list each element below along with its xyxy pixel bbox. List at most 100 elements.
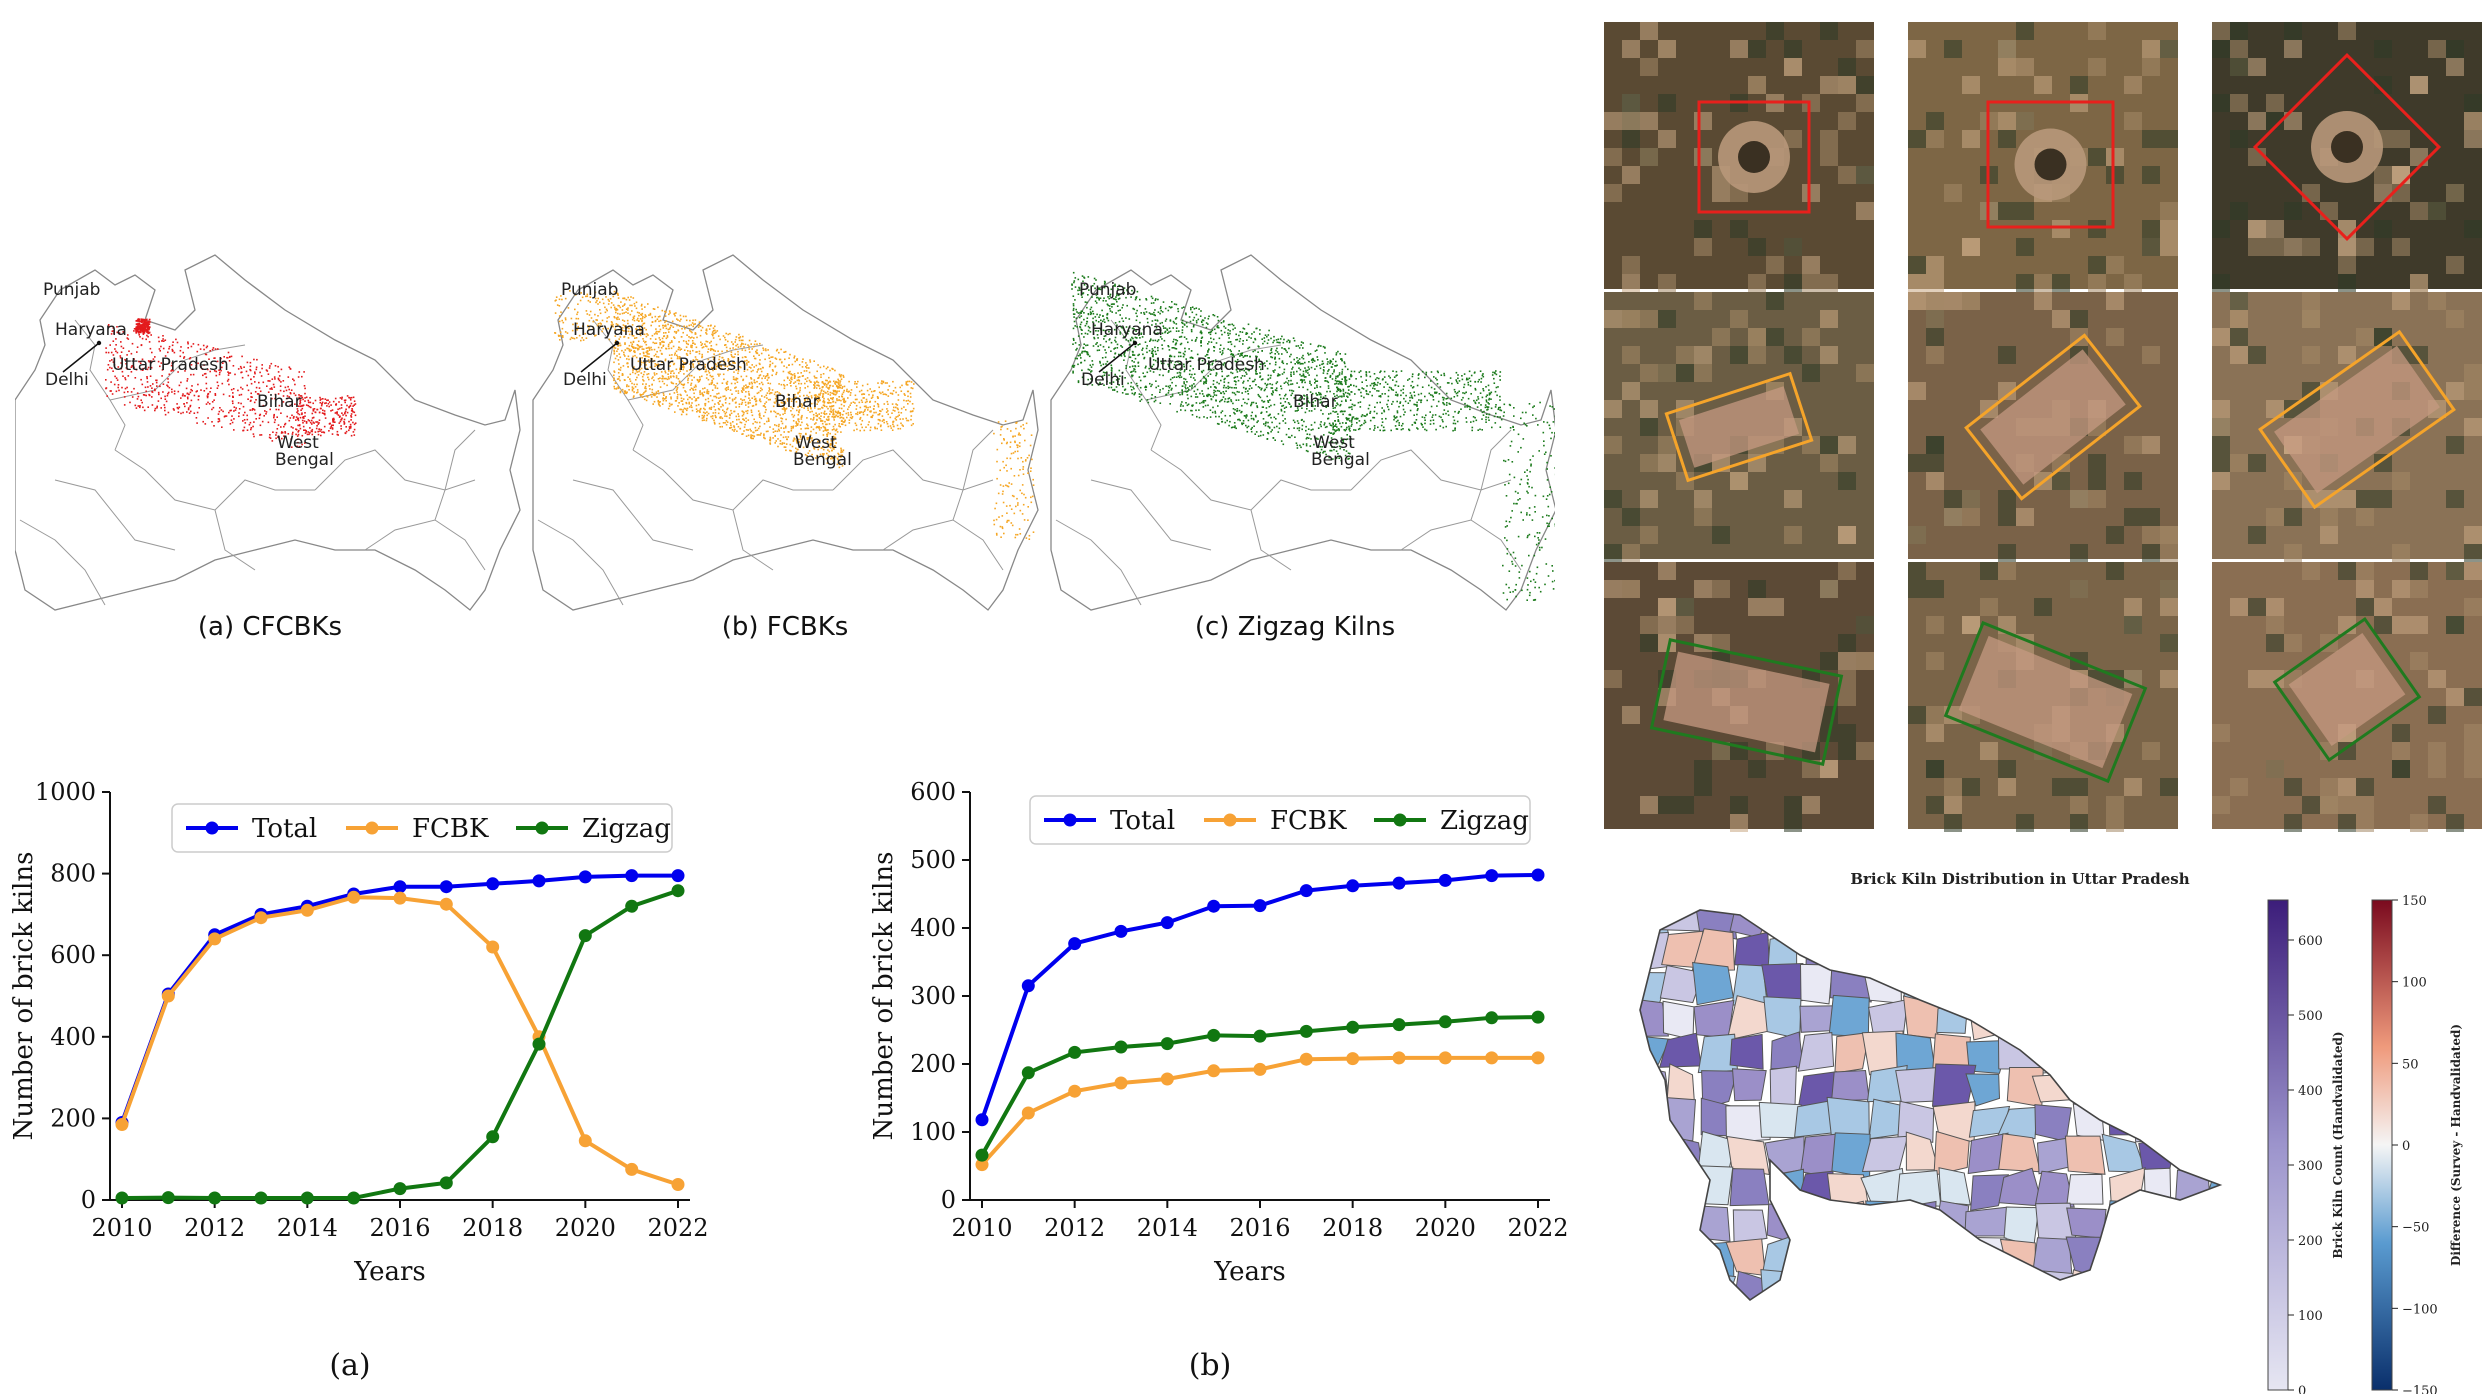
difference-tick: −150 [2402,1384,2438,1394]
y-tick-label: 0 [81,1186,96,1214]
data-point-total [533,874,546,887]
data-point-total [1161,916,1174,929]
data-point-zigzag [976,1149,989,1162]
data-point-fcbk [301,904,314,917]
data-point-fcbk [625,1163,638,1176]
chart-caption-b: (b) [1160,1348,1260,1383]
data-point-total [672,869,685,882]
delhi-pointer [581,343,617,372]
data-point-total [1207,900,1220,913]
data-point-zigzag [208,1192,221,1205]
legend-label-total: Total [252,814,317,844]
map-label-punjab: Punjab [43,280,100,300]
difference-tick: 0 [2402,1139,2410,1154]
data-point-fcbk [1115,1077,1128,1090]
y-tick-label: 300 [910,982,956,1010]
data-point-total [1068,937,1081,950]
map-label-haryana: Haryana [1091,320,1163,340]
map-label-haryana: Haryana [573,320,645,340]
data-point-fcbk [579,1134,592,1147]
data-point-zigzag [1393,1018,1406,1031]
x-tick-label: 2020 [555,1214,616,1242]
satellite-tile-zigzag-1 [1604,562,1874,832]
data-point-zigzag [1346,1021,1359,1034]
difference-colorbar-label: Difference (Survey - Handvalidated) [2449,1024,2463,1266]
choropleth-title: Brick Kiln Distribution in Uttar Pradesh [1850,870,2189,888]
count-tick: 100 [2298,1309,2323,1324]
choropleth-panel: Brick Kiln Distribution in Uttar Pradesh… [1620,860,2488,1394]
legend-label-total: Total [1110,806,1175,836]
data-point-zigzag [1439,1015,1452,1028]
legend-label-fcbk: FCBK [1270,806,1347,836]
data-point-zigzag [1300,1025,1313,1038]
data-point-fcbk [208,932,221,945]
x-tick-label: 2016 [369,1214,430,1242]
x-tick-label: 2018 [1322,1214,1383,1242]
data-point-zigzag [1254,1030,1267,1043]
map-label-wb2: Bengal [1311,450,1370,470]
count-tick: 400 [2298,1084,2323,1099]
map-label-up: Uttar Pradesh [112,355,229,375]
satellite-tile-zigzag-2 [1908,562,2178,832]
y-tick-label: 400 [50,1023,96,1051]
data-point-fcbk [394,892,407,905]
data-point-total [625,869,638,882]
data-point-fcbk [672,1178,685,1191]
data-point-fcbk [1532,1051,1545,1064]
data-point-zigzag [1022,1066,1035,1079]
difference-tick: 150 [2402,894,2427,909]
count-tick: 300 [2298,1159,2323,1174]
uttar-pradesh-districts [1624,893,2248,1348]
x-tick-label: 2020 [1415,1214,1476,1242]
map-label-bihar: Bihar [1293,392,1338,412]
data-point-zigzag [116,1192,129,1205]
data-point-fcbk [116,1118,129,1131]
y-axis-label: Number of brick kilns [9,852,39,1141]
data-point-zigzag [255,1192,268,1205]
y-tick-label: 500 [910,846,956,874]
data-point-total [1115,925,1128,938]
data-point-fcbk [1161,1073,1174,1086]
count-tick: 600 [2298,934,2323,949]
legend-label-zigzag: Zigzag [582,814,671,844]
data-point-total [440,880,453,893]
data-point-zigzag [1532,1011,1545,1024]
map-label-up: Uttar Pradesh [630,355,747,375]
data-point-total [1439,874,1452,887]
satellite-tile-fcbk-2 [1908,292,2178,562]
chart-caption-a: (a) [300,1348,400,1383]
satellite-grid [1604,22,2484,844]
difference-tick: −50 [2402,1221,2429,1236]
series-line-total [122,876,678,1123]
count-colorbar-label: Brick Kiln Count (Handvalidated) [2331,1031,2345,1258]
data-point-zigzag [1207,1029,1220,1042]
map-label-delhi: Delhi [563,370,607,390]
x-tick-label: 2022 [1507,1214,1568,1242]
map-label-up: Uttar Pradesh [1148,355,1265,375]
difference-tick: 50 [2402,1057,2419,1072]
data-point-fcbk [1346,1052,1359,1065]
satellite-tile-fcbk-1 [1604,292,1874,562]
x-tick-label: 2010 [91,1214,152,1242]
x-tick-label: 2014 [277,1214,338,1242]
data-point-total [1346,879,1359,892]
x-tick-label: 2012 [184,1214,245,1242]
map-label-wb2: Bengal [793,450,852,470]
data-point-fcbk [1254,1063,1267,1076]
data-point-zigzag [1115,1041,1128,1054]
legend-label-fcbk: FCBK [412,814,489,844]
data-point-zigzag [533,1038,546,1051]
data-point-fcbk [1393,1051,1406,1064]
y-tick-label: 800 [50,860,96,888]
satellite-tile-cfcbk-3 [2212,22,2482,292]
y-tick-label: 1000 [35,778,96,806]
map-label-wb2: Bengal [275,450,334,470]
y-tick-label: 400 [910,914,956,942]
